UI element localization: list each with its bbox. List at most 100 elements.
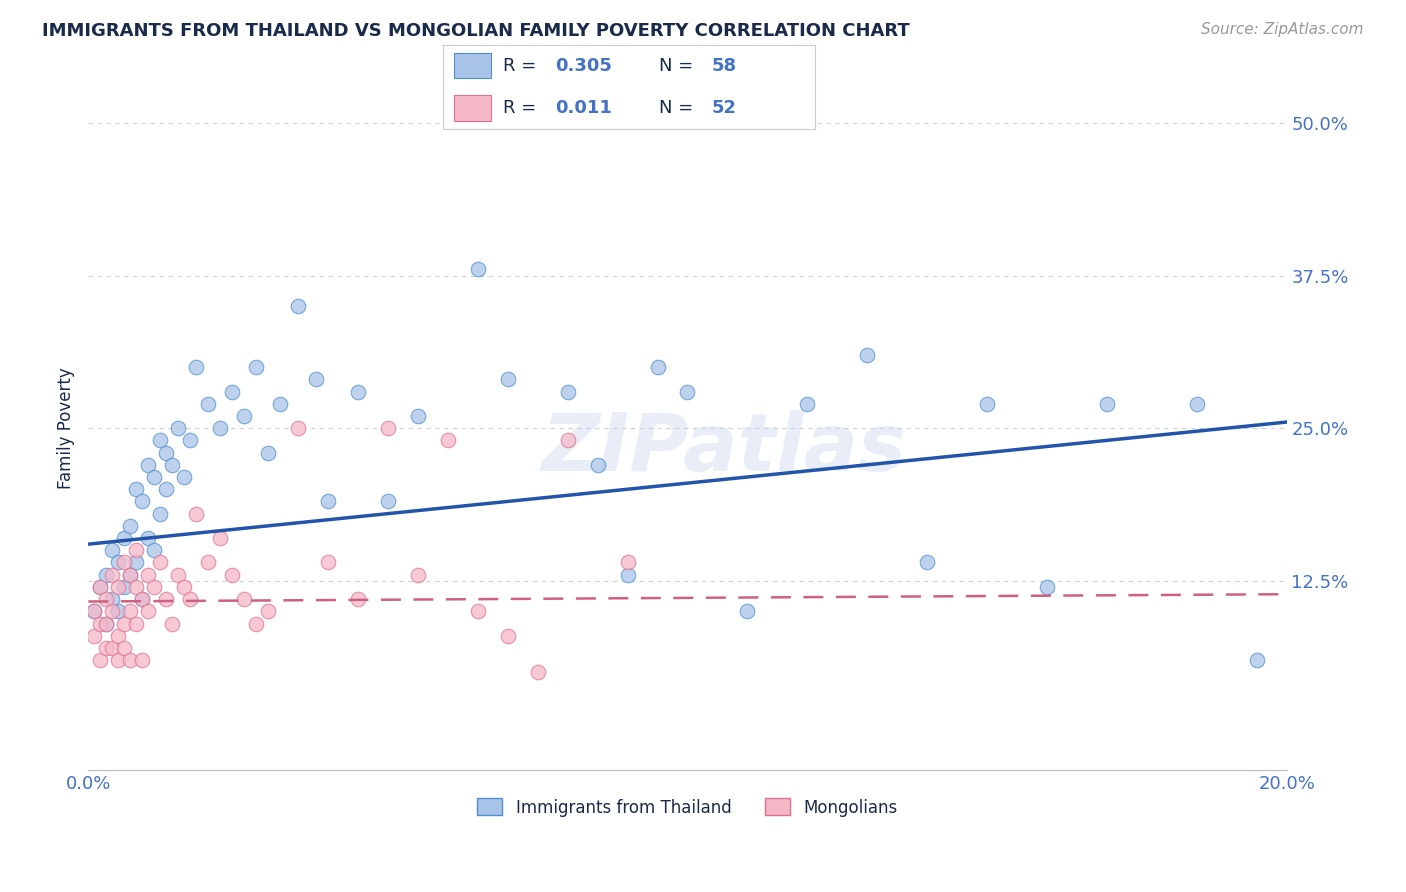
Point <box>120 567 142 582</box>
Point <box>143 580 166 594</box>
Point <box>197 556 219 570</box>
Point <box>347 592 370 607</box>
Point <box>245 616 267 631</box>
Point <box>737 604 759 618</box>
Point <box>287 421 309 435</box>
Point <box>136 604 159 618</box>
Point <box>496 629 519 643</box>
Point <box>467 262 489 277</box>
Point <box>125 580 148 594</box>
Point <box>377 494 399 508</box>
Point <box>316 556 339 570</box>
Point <box>162 616 184 631</box>
Text: Source: ZipAtlas.com: Source: ZipAtlas.com <box>1201 22 1364 37</box>
Point <box>96 592 118 607</box>
Point <box>107 604 129 618</box>
Point <box>89 580 111 594</box>
Point <box>125 556 148 570</box>
Text: IMMIGRANTS FROM THAILAND VS MONGOLIAN FAMILY POVERTY CORRELATION CHART: IMMIGRANTS FROM THAILAND VS MONGOLIAN FA… <box>42 22 910 40</box>
Text: R =: R = <box>502 57 541 75</box>
Point <box>233 409 256 423</box>
Point <box>287 299 309 313</box>
Point <box>173 580 195 594</box>
Point <box>221 384 243 399</box>
Point <box>437 434 460 448</box>
Point <box>526 665 548 680</box>
Point <box>136 458 159 472</box>
Point <box>136 567 159 582</box>
Point <box>257 604 280 618</box>
Point <box>96 616 118 631</box>
Text: ZIPatlas: ZIPatlas <box>541 409 905 488</box>
Point <box>557 384 579 399</box>
Point <box>1185 397 1208 411</box>
Point <box>179 434 201 448</box>
Point <box>347 384 370 399</box>
Point <box>83 629 105 643</box>
Point <box>173 470 195 484</box>
Text: N =: N = <box>659 99 699 117</box>
Point <box>107 580 129 594</box>
Text: 0.011: 0.011 <box>554 99 612 117</box>
Point <box>120 567 142 582</box>
Point <box>89 580 111 594</box>
Point <box>101 604 124 618</box>
Point <box>676 384 699 399</box>
Legend: Immigrants from Thailand, Mongolians: Immigrants from Thailand, Mongolians <box>471 792 904 823</box>
Point <box>167 421 190 435</box>
Point <box>112 616 135 631</box>
Point <box>796 397 818 411</box>
Point <box>155 482 177 496</box>
Point <box>96 567 118 582</box>
Point <box>125 543 148 558</box>
Point <box>377 421 399 435</box>
Point <box>131 592 153 607</box>
Point <box>112 531 135 545</box>
Point <box>316 494 339 508</box>
Point <box>136 531 159 545</box>
Point <box>143 543 166 558</box>
Point <box>496 372 519 386</box>
Point <box>155 592 177 607</box>
Point <box>467 604 489 618</box>
Point <box>107 629 129 643</box>
Point <box>120 604 142 618</box>
Text: 52: 52 <box>711 99 737 117</box>
Point <box>131 592 153 607</box>
Point <box>96 640 118 655</box>
Point <box>197 397 219 411</box>
Point <box>101 567 124 582</box>
Point <box>406 567 429 582</box>
Point <box>89 653 111 667</box>
Point <box>120 519 142 533</box>
Point <box>131 653 153 667</box>
Point <box>125 482 148 496</box>
Point <box>305 372 328 386</box>
Point <box>101 640 124 655</box>
Point <box>257 445 280 459</box>
Point <box>269 397 291 411</box>
Point <box>209 531 232 545</box>
Point <box>647 360 669 375</box>
Point <box>616 556 638 570</box>
Text: 0.305: 0.305 <box>554 57 612 75</box>
Point <box>131 494 153 508</box>
Point <box>557 434 579 448</box>
Point <box>149 507 172 521</box>
Point <box>221 567 243 582</box>
Point <box>186 507 208 521</box>
Point <box>616 567 638 582</box>
Point <box>83 604 105 618</box>
Point <box>1246 653 1268 667</box>
Point <box>101 592 124 607</box>
Point <box>1095 397 1118 411</box>
Point <box>143 470 166 484</box>
Point <box>125 616 148 631</box>
Point <box>149 556 172 570</box>
Point <box>167 567 190 582</box>
Point <box>120 653 142 667</box>
Point <box>112 640 135 655</box>
Point <box>406 409 429 423</box>
Point <box>586 458 609 472</box>
Point <box>107 653 129 667</box>
